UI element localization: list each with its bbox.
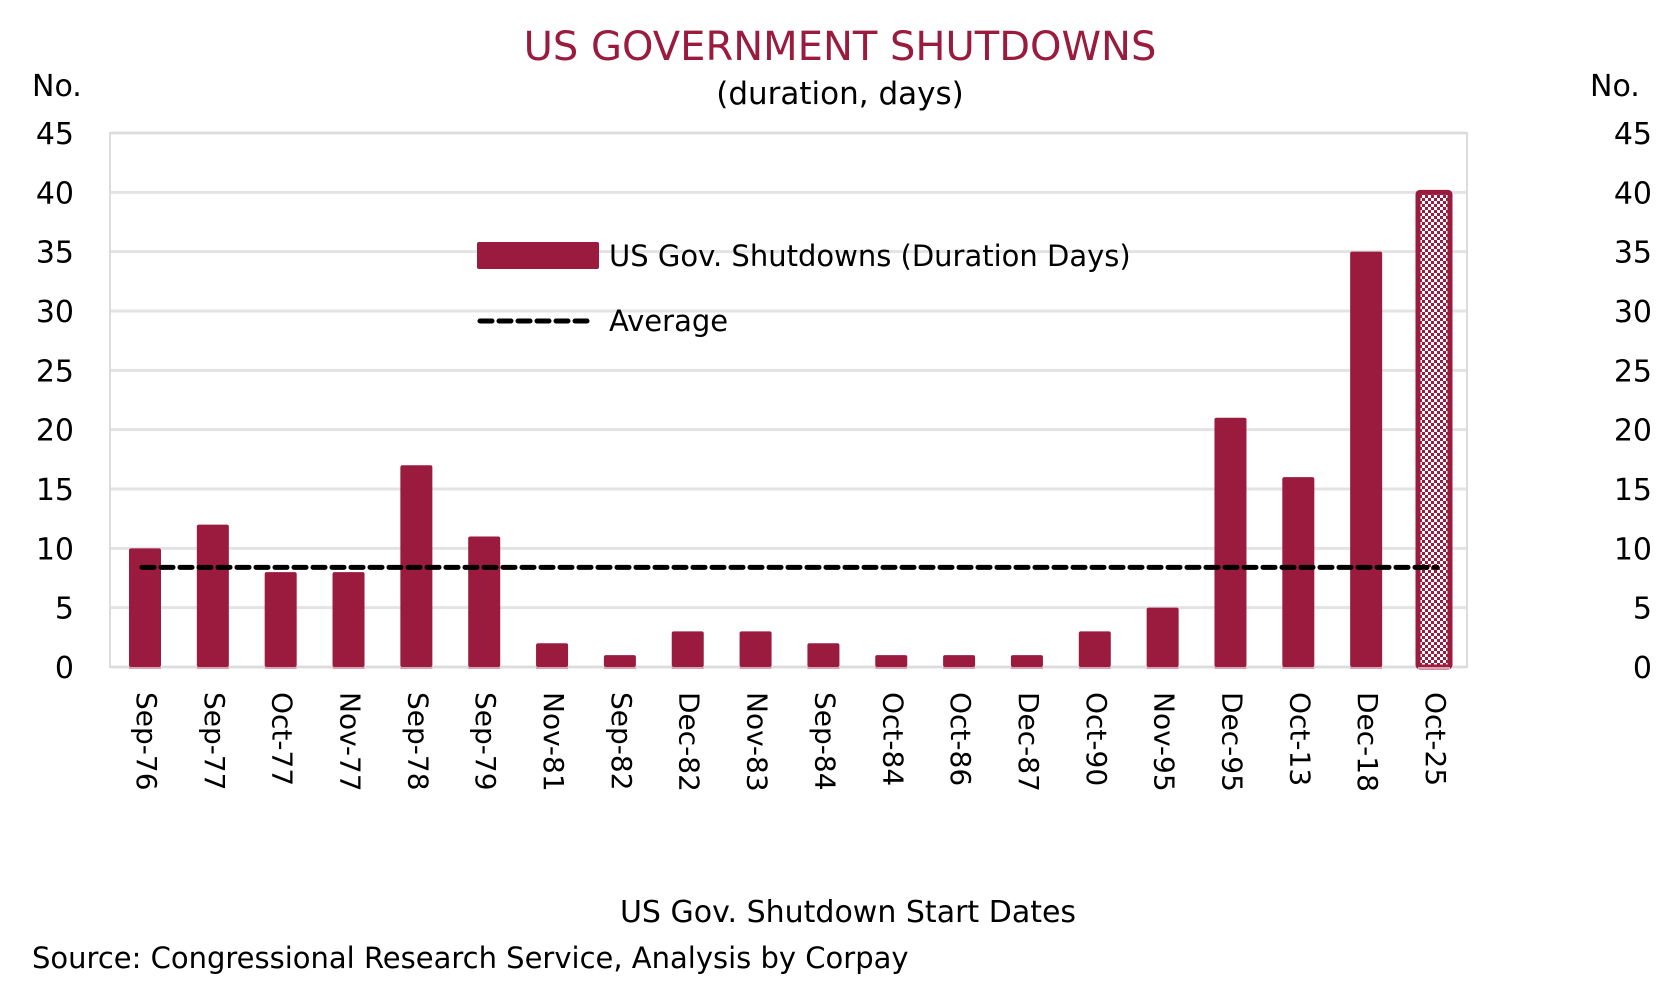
x-axis: Sep-76 Sep-77 Oct-77 Nov-77 Sep-78 Sep-79 Nov-… <box>130 692 1452 792</box>
x-tick-label: Sep-82 <box>605 692 638 791</box>
x-tick-label: Nov-77 <box>334 692 367 792</box>
x-tick-label: Sep-77 <box>198 692 231 791</box>
y-tick-label-right: 5 <box>1633 592 1652 627</box>
x-tick-label: Sep-84 <box>808 692 841 791</box>
y-tick-label-left: 5 <box>55 592 74 627</box>
y-tick-label-right: 20 <box>1614 414 1652 449</box>
legend: US Gov. Shutdowns (Duration Days) Averag… <box>477 239 1131 338</box>
y-axis-right: 0 5 10 15 20 25 30 35 40 45 <box>1614 117 1652 686</box>
y-tick-label-right: 10 <box>1614 532 1652 567</box>
legend-marker-bars <box>477 242 599 269</box>
x-tick-label: Dec-95 <box>1215 692 1248 792</box>
x-tick-label: Dec-18 <box>1351 692 1384 792</box>
y-tick-label-right: 15 <box>1614 473 1652 508</box>
y-tick-label-left: 20 <box>36 414 74 449</box>
bar-dec-87 <box>1010 655 1043 667</box>
y-axis-right-label: No. <box>1590 69 1640 104</box>
y-tick-label-left: 40 <box>36 176 74 211</box>
bar-sep-84 <box>807 643 840 667</box>
chart-title: US GOVERNMENT SHUTDOWNS <box>524 24 1157 70</box>
y-tick-label-left: 30 <box>36 295 74 330</box>
bar-sep-79 <box>468 536 501 667</box>
bar-dec-18 <box>1350 251 1383 667</box>
x-tick-label: Oct-13 <box>1283 692 1316 786</box>
y-tick-label-left: 15 <box>36 473 74 508</box>
y-tick-label-right: 30 <box>1614 295 1652 330</box>
x-tick-label: Oct-90 <box>1080 692 1113 786</box>
x-tick-label: Sep-78 <box>401 692 434 791</box>
bar-series <box>129 189 1453 670</box>
bar-dec-95 <box>1214 417 1247 667</box>
x-axis-title: US Gov. Shutdown Start Dates <box>620 895 1076 930</box>
bar-nov-81 <box>536 643 569 667</box>
x-tick-label: Oct-77 <box>266 692 299 786</box>
bar-oct-84 <box>875 655 908 667</box>
y-tick-label-right: 40 <box>1614 176 1652 211</box>
bar-dec-82 <box>671 631 704 667</box>
x-tick-label: Nov-83 <box>741 692 774 792</box>
bar-nov-95 <box>1146 607 1179 667</box>
x-tick-label: Sep-79 <box>469 692 502 791</box>
x-tick-label: Sep-76 <box>130 692 163 791</box>
x-tick-label: Oct-84 <box>876 692 909 786</box>
plot-area-border <box>109 132 1468 668</box>
bar-oct-13 <box>1282 477 1315 667</box>
y-axis-left: 0 5 10 15 20 25 30 35 40 45 <box>36 117 74 686</box>
bar-sep-77 <box>196 524 229 667</box>
y-tick-label-right: 45 <box>1614 117 1652 152</box>
y-tick-label-right: 0 <box>1633 651 1652 686</box>
x-tick-label: Dec-82 <box>673 692 706 792</box>
y-axis-left-label: No. <box>32 69 82 104</box>
bar-hatched-oct-25 <box>1415 189 1453 670</box>
gridlines <box>110 131 1467 669</box>
x-tick-label: Dec-87 <box>1012 692 1045 792</box>
y-tick-label-right: 35 <box>1614 236 1652 271</box>
y-tick-label-right: 25 <box>1614 354 1652 389</box>
bar-oct-77 <box>264 572 297 667</box>
y-tick-label-left: 25 <box>36 354 74 389</box>
x-tick-label: Oct-25 <box>1419 692 1452 786</box>
bar-sep-76 <box>129 548 161 667</box>
x-tick-label: Nov-81 <box>537 692 570 792</box>
y-tick-label-left: 45 <box>36 117 74 152</box>
x-tick-label: Nov-95 <box>1148 692 1181 792</box>
legend-label-average: Average <box>609 304 728 338</box>
bar-nov-77 <box>332 572 365 667</box>
x-tick-label: Oct-86 <box>944 692 977 786</box>
bar-oct-86 <box>943 655 976 667</box>
bar-oct-90 <box>1078 631 1111 667</box>
bar-nov-83 <box>739 631 772 667</box>
y-tick-label-left: 35 <box>36 236 74 271</box>
y-tick-label-left: 0 <box>55 651 74 686</box>
bar-sep-82 <box>603 655 636 667</box>
chart-subtitle: (duration, days) <box>716 76 964 112</box>
source-note: Source: Congressional Research Service, … <box>32 941 909 975</box>
y-tick-label-left: 10 <box>36 532 74 567</box>
legend-label-bars: US Gov. Shutdowns (Duration Days) <box>609 239 1131 273</box>
